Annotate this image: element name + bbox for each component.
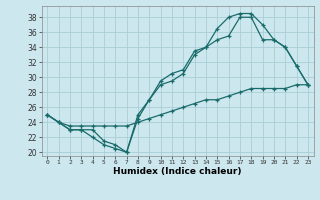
X-axis label: Humidex (Indice chaleur): Humidex (Indice chaleur)	[113, 167, 242, 176]
